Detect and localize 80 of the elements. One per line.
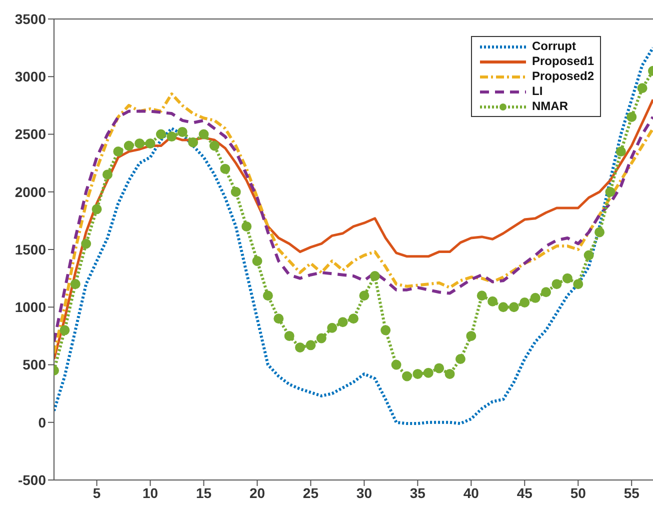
point xyxy=(573,279,584,290)
point xyxy=(81,238,92,249)
point xyxy=(476,290,487,301)
y-tick-label: 2500 xyxy=(14,126,46,142)
point xyxy=(498,302,508,312)
x-tick-label: 45 xyxy=(516,484,533,501)
x-tick-label: 10 xyxy=(142,484,158,501)
legend-label: LI xyxy=(532,84,543,98)
point xyxy=(552,279,562,290)
point xyxy=(220,164,230,174)
point xyxy=(520,298,530,308)
point xyxy=(423,368,434,378)
point xyxy=(530,292,540,303)
x-tick-label: 55 xyxy=(624,484,640,501)
point xyxy=(605,186,616,197)
y-tick-label: 3000 xyxy=(14,68,46,85)
point xyxy=(508,302,519,312)
point xyxy=(242,221,252,232)
x-tick-label: 15 xyxy=(196,484,212,501)
point xyxy=(145,138,156,148)
point xyxy=(370,271,380,282)
point xyxy=(562,273,572,284)
point xyxy=(188,137,198,148)
point xyxy=(338,317,348,328)
point xyxy=(60,325,70,336)
point xyxy=(348,314,358,324)
x-tick-label: 25 xyxy=(302,484,319,501)
legend-label: NMAR xyxy=(532,99,568,113)
x-tick-label: 30 xyxy=(356,484,372,501)
y-tick-label: 1000 xyxy=(14,299,46,316)
point xyxy=(306,340,316,350)
point xyxy=(274,314,284,324)
point xyxy=(177,126,188,137)
point xyxy=(70,279,80,290)
legend-label: Corrupt xyxy=(532,39,576,53)
point xyxy=(295,342,306,352)
point xyxy=(134,138,145,148)
point xyxy=(252,256,262,266)
x-tick-label: 5 xyxy=(92,484,101,501)
point xyxy=(637,83,648,94)
point xyxy=(584,250,594,260)
x-tick-label: 40 xyxy=(463,484,480,501)
y-tick-label: 2000 xyxy=(14,184,46,200)
point xyxy=(412,368,423,379)
legend-label: Proposed2 xyxy=(532,69,594,83)
point xyxy=(102,170,112,180)
point xyxy=(262,290,273,301)
point xyxy=(380,325,391,336)
point xyxy=(616,146,626,157)
point xyxy=(541,287,552,298)
legend-label: Proposed1 xyxy=(532,54,594,68)
y-tick-label: 3500 xyxy=(14,10,46,27)
point xyxy=(113,146,124,157)
point xyxy=(402,371,412,382)
point xyxy=(359,290,370,301)
point xyxy=(594,227,605,238)
point xyxy=(209,140,220,151)
point xyxy=(166,132,177,142)
point xyxy=(434,363,444,374)
point xyxy=(626,112,637,122)
y-tick-label: -500 xyxy=(18,472,46,488)
point xyxy=(391,360,402,370)
x-tick-label: 20 xyxy=(249,484,266,501)
point xyxy=(455,354,466,364)
point xyxy=(327,322,338,333)
x-tick-label: 50 xyxy=(570,484,586,501)
point xyxy=(92,204,102,214)
point xyxy=(156,129,166,140)
point xyxy=(284,330,294,341)
point xyxy=(316,333,326,344)
point xyxy=(124,140,134,151)
point xyxy=(198,129,209,140)
point xyxy=(466,330,476,341)
y-tick-label: 1500 xyxy=(14,241,46,258)
y-tick-label: 500 xyxy=(22,356,46,373)
point xyxy=(230,186,241,197)
y-tick-label: 0 xyxy=(38,414,46,430)
point xyxy=(488,296,498,306)
point xyxy=(444,368,455,379)
x-tick-label: 35 xyxy=(410,484,426,501)
